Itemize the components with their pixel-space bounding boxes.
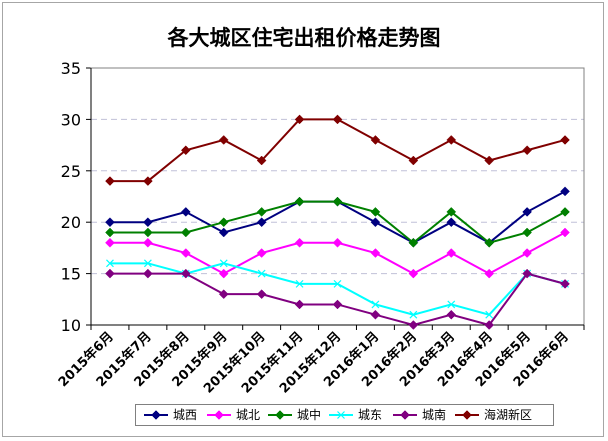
y-tick-label: 15 <box>61 265 81 284</box>
y-tick-label: 10 <box>61 316 81 335</box>
legend-swatch <box>267 409 293 421</box>
legend-label: 城中 <box>297 407 321 423</box>
legend-label: 城西 <box>173 407 197 423</box>
legend-label: 城南 <box>422 407 446 423</box>
y-tick-label: 20 <box>61 213 81 232</box>
y-tick-label: 35 <box>61 59 81 78</box>
legend-swatch <box>392 409 418 421</box>
legend-swatch <box>206 409 232 421</box>
legend-marker <box>215 411 224 420</box>
legend-label: 海湖新区 <box>484 407 532 423</box>
y-tick-label: 25 <box>61 162 81 181</box>
legend-marker <box>276 411 285 420</box>
legend-swatch <box>143 409 169 421</box>
legend-marker <box>152 411 161 420</box>
legend-swatch <box>328 409 354 421</box>
legend-marker <box>401 411 410 420</box>
legend-label: 城北 <box>236 407 260 423</box>
plot-area <box>91 68 584 325</box>
y-tick-label: 30 <box>61 110 81 129</box>
legend-label: 城东 <box>358 407 382 423</box>
legend-marker <box>463 411 472 420</box>
chart-legend: 城西 城北 城中 城东 城南 海湖新区 <box>135 404 554 426</box>
legend-swatch <box>454 409 480 421</box>
